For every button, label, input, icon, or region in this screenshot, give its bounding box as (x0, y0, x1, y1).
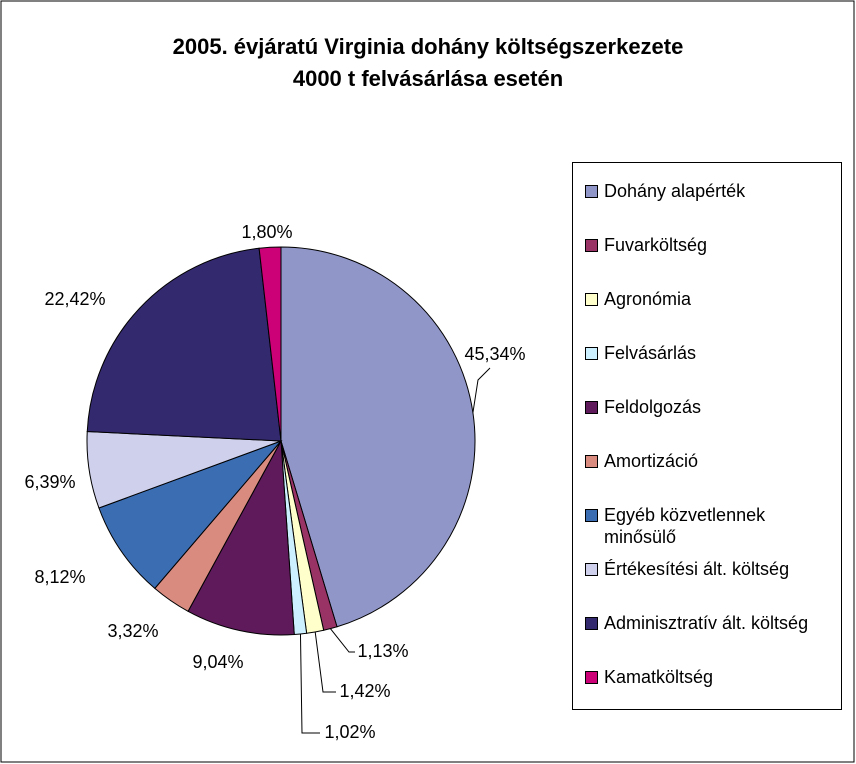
legend-label: Egyéb közvetlennek minősülő (604, 505, 766, 547)
legend-swatch (585, 401, 598, 414)
data-label: 22,42% (44, 289, 105, 309)
leader-line (329, 628, 355, 653)
chart-title: 4000 t felvásárlása esetén (293, 66, 563, 91)
legend-swatch (585, 509, 598, 522)
legend-swatch (585, 617, 598, 630)
legend-item: Felvásárlás (585, 342, 837, 364)
data-label: 1,80% (241, 222, 292, 242)
legend-item: Amortizáció (585, 450, 837, 472)
legend-label: Kamatköltség (604, 667, 714, 687)
pie-slice (187, 439, 295, 636)
legend-label: Dohány alapérték (604, 181, 746, 201)
pie-slice (258, 246, 282, 442)
legend-item: Egyéb közvetlennek minősülő (585, 504, 837, 548)
pie-slice (98, 439, 283, 590)
legend-swatch (585, 563, 598, 576)
legend-swatch (585, 293, 598, 306)
pie-slice (86, 247, 282, 442)
leader-line (472, 367, 491, 413)
legend-item: Adminisztratív ált. költség (585, 612, 837, 634)
legend-swatch (585, 455, 598, 468)
data-label: 1,02% (324, 722, 375, 742)
legend-item: Kamatköltség (585, 666, 837, 688)
legend-label: Értékesítési ált. költség (604, 559, 790, 579)
legend-label: Feldolgozás (604, 397, 702, 417)
legend-item: Feldolgozás (585, 396, 837, 418)
legend-swatch (585, 671, 598, 684)
legend-item: Fuvarköltség (585, 234, 837, 256)
chart-title: 2005. évjáratú Virginia dohány költségsz… (173, 34, 684, 59)
legend-label: Fuvarköltség (604, 235, 708, 255)
legend-label: Amortizáció (604, 451, 699, 471)
legend: Dohány alapérték Fuvarköltség Agronómia Fel… (572, 162, 842, 710)
legend-label: Felvásárlás (604, 343, 697, 363)
legend-item: Értékesítési ált. költség (585, 558, 837, 580)
legend-item: Agronómia (585, 288, 837, 310)
data-label: 3,32% (107, 621, 158, 641)
leader-line (299, 634, 320, 734)
legend-swatch (585, 347, 598, 360)
data-label: 8,12% (34, 567, 85, 587)
data-label: 9,04% (192, 652, 243, 672)
legend-item: Dohány alapérték (585, 180, 837, 202)
legend-label: Adminisztratív ált. költség (604, 613, 809, 633)
data-label: 1,13% (357, 641, 408, 661)
data-label: 45,34% (464, 344, 525, 364)
legend-label: Agronómia (604, 289, 692, 309)
data-label: 1,42% (339, 681, 390, 701)
leader-line (314, 631, 336, 693)
data-label: 6,39% (24, 472, 75, 492)
legend-swatch (585, 185, 598, 198)
pie-slice (280, 246, 476, 628)
legend-swatch (585, 239, 598, 252)
